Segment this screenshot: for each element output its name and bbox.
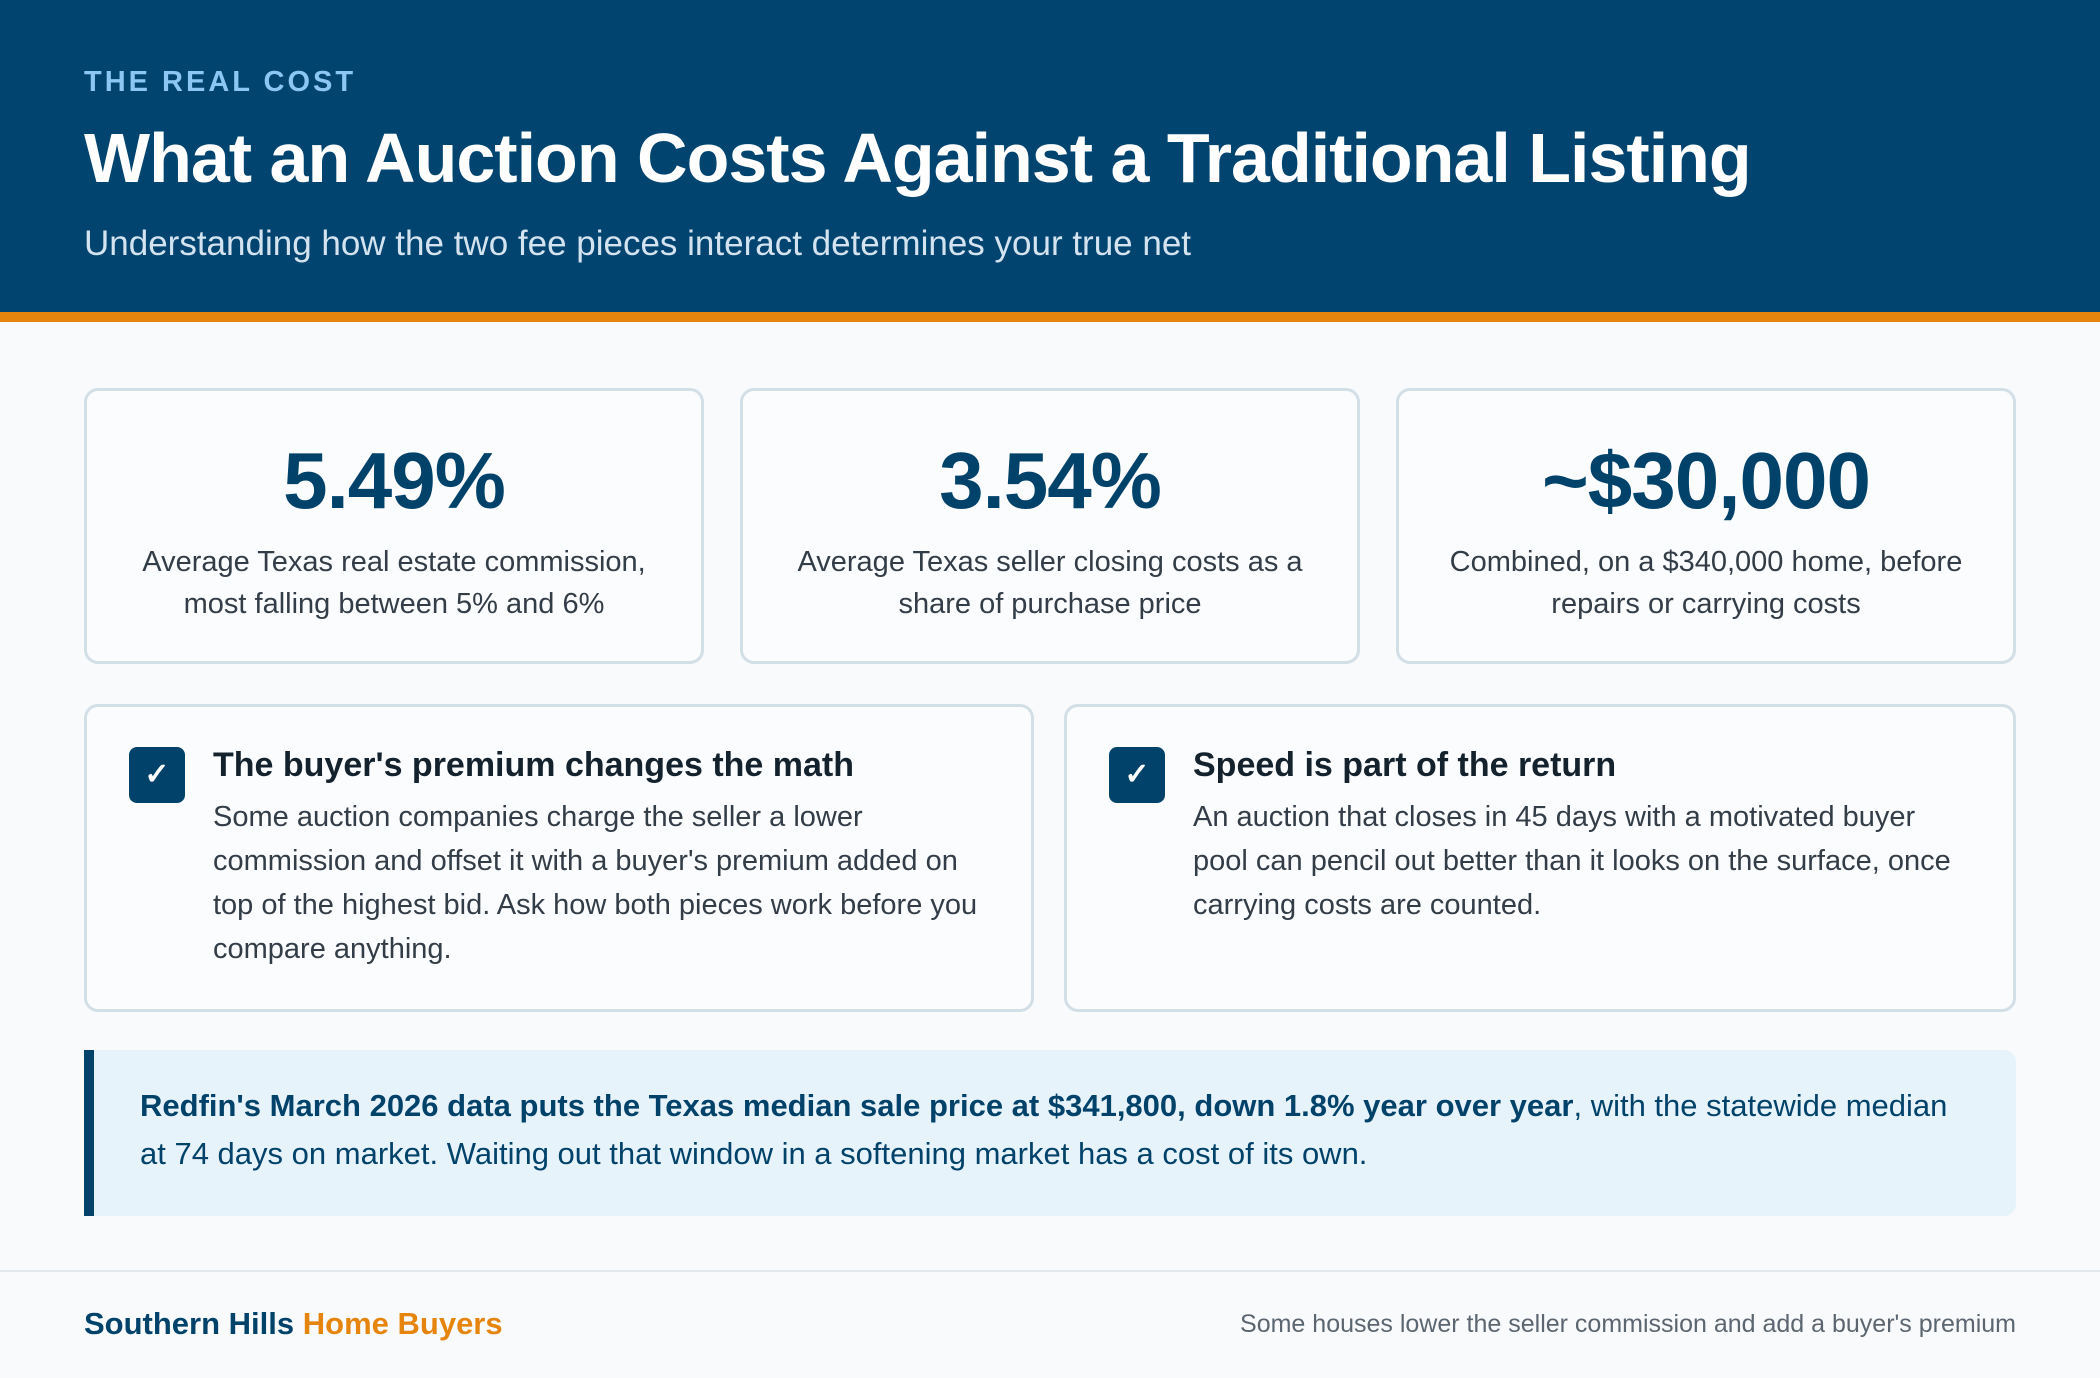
footer-note: Some houses lower the seller commission … <box>1240 1310 2016 1338</box>
footer-divider <box>0 1270 2100 1272</box>
brand-logo: Southern Hills Home Buyers <box>84 1306 503 1342</box>
callout-accent-bar <box>84 1050 94 1216</box>
eyebrow-label: THE REAL COST <box>84 66 357 98</box>
info-card-body: An auction that closes in 45 days with a… <box>1193 801 1951 921</box>
info-card-title: Speed is part of the return <box>1193 746 1617 784</box>
stat-card-commission: 5.49% Average Texas real estate commissi… <box>84 388 704 664</box>
page-subtitle: Understanding how the two fee pieces int… <box>84 224 1192 263</box>
info-card-body: Some auction companies charge the seller… <box>213 801 978 965</box>
info-card-title: The buyer's premium changes the math <box>213 746 855 784</box>
brand-name-primary: Southern Hills <box>84 1306 295 1341</box>
brand-name-accent: Home Buyers <box>302 1306 503 1341</box>
market-data-callout: Redfin's March 2026 data puts the Texas … <box>84 1050 2016 1216</box>
checkmark-icon: ✓ <box>1109 747 1165 803</box>
page-title: What an Auction Costs Against a Traditio… <box>84 119 1752 197</box>
stat-card-closing-costs: 3.54% Average Texas seller closing costs… <box>740 388 1360 664</box>
callout-bold-text: Redfin's March 2026 data puts the Texas … <box>140 1088 1574 1123</box>
stat-description: Combined, on a $340,000 home, before rep… <box>1449 546 1963 620</box>
stat-card-combined: ~$30,000 Combined, on a $340,000 home, b… <box>1396 388 2016 664</box>
info-card-buyers-premium: ✓ The buyer's premium changes the math S… <box>84 704 1034 1012</box>
header-banner: THE REAL COST What an Auction Costs Agai… <box>0 0 2100 312</box>
callout-text: Redfin's March 2026 data puts the Texas … <box>140 1082 1960 1178</box>
checkmark-icon: ✓ <box>129 747 185 803</box>
stat-value: 3.54% <box>939 436 1162 525</box>
callout-rest-text: , with the statewide median at 74 days o… <box>140 1088 1948 1171</box>
stat-value: 5.49% <box>283 436 506 525</box>
stat-value: ~$30,000 <box>1542 436 1871 525</box>
stat-description: Average Texas seller closing costs as a … <box>797 546 1303 620</box>
info-card-speed: ✓ Speed is part of the return An auction… <box>1064 704 2016 1012</box>
stat-description: Average Texas real estate commission, mo… <box>142 546 646 620</box>
header-accent-stripe <box>0 312 2100 322</box>
